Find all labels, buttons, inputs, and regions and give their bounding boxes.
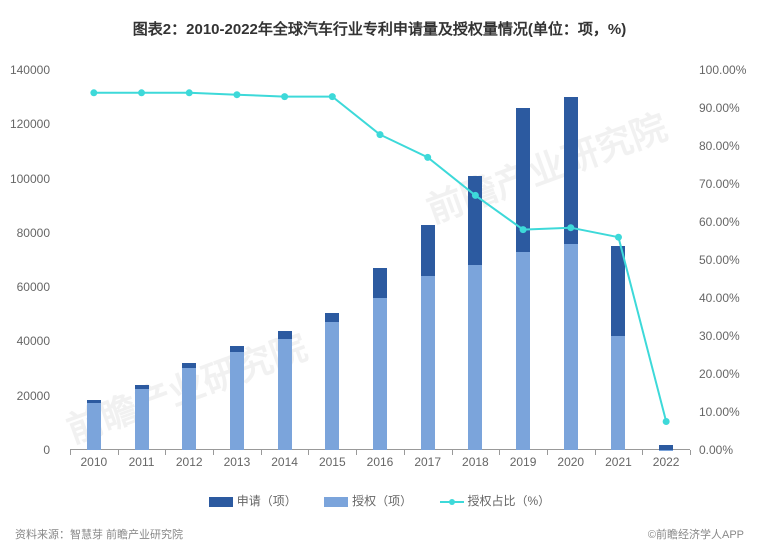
y-left-tick: 100000 — [10, 172, 50, 186]
legend-label-applications: 申请（项） — [237, 494, 297, 508]
y-left-tick: 80000 — [17, 226, 50, 240]
legend-label-grants: 授权（项） — [352, 494, 412, 508]
y-left-tick: 140000 — [10, 63, 50, 77]
y-right-tick: 90.00% — [699, 101, 740, 115]
x-axis-labels: 2010 2011 2012 2013 2014 2015 2016 2017 2018 2019… — [70, 455, 690, 475]
y-right-tick: 70.00% — [699, 177, 740, 191]
legend-swatch-grants — [324, 497, 348, 507]
line-point — [424, 154, 431, 161]
line-point — [233, 91, 240, 98]
line-point — [329, 93, 336, 100]
line-point — [615, 234, 622, 241]
x-axis-label: 2011 — [129, 455, 155, 469]
line-point — [186, 89, 193, 96]
x-axis-label: 2013 — [224, 455, 251, 469]
y-right-tick: 100.00% — [699, 63, 746, 77]
legend-item-ratio: 授权占比（%） — [440, 492, 551, 509]
line-point — [90, 89, 97, 96]
footer-copyright: ©前瞻经济学人APP — [648, 526, 744, 542]
y-left-tick: 0 — [43, 443, 50, 457]
legend-label-ratio: 授权占比（%） — [468, 494, 551, 508]
y-left-tick: 120000 — [10, 117, 50, 131]
x-axis-label: 2019 — [510, 455, 537, 469]
legend-swatch-applications — [209, 497, 233, 507]
y-left-tick: 60000 — [17, 280, 50, 294]
x-axis-label: 2016 — [367, 455, 394, 469]
y-right-tick: 60.00% — [699, 215, 740, 229]
y-right-tick: 80.00% — [699, 139, 740, 153]
x-axis-label: 2014 — [271, 455, 298, 469]
y-right-tick: 40.00% — [699, 291, 740, 305]
y-right-tick: 20.00% — [699, 367, 740, 381]
legend-item-grants: 授权（项） — [324, 492, 412, 509]
line-point — [281, 93, 288, 100]
x-axis-label: 2015 — [319, 455, 346, 469]
legend-item-applications: 申请（项） — [209, 492, 297, 509]
x-axis-label: 2012 — [176, 455, 203, 469]
footer-source: 资料来源：智慧芽 前瞻产业研究院 — [15, 529, 183, 541]
y-right-tick: 50.00% — [699, 253, 740, 267]
chart-plot-area — [70, 70, 690, 450]
y-axis-right: 0.00%10.00%20.00%30.00%40.00%50.00%60.00… — [694, 70, 759, 450]
y-left-tick: 20000 — [17, 389, 50, 403]
y-axis-left: 020000400006000080000100000120000140000 — [0, 70, 60, 450]
line-point — [377, 131, 384, 138]
line-series — [70, 70, 690, 450]
y-left-tick: 40000 — [17, 334, 50, 348]
line-point — [567, 224, 574, 231]
y-right-tick: 30.00% — [699, 329, 740, 343]
line-point — [663, 418, 670, 425]
y-right-tick: 10.00% — [699, 405, 740, 419]
legend-swatch-ratio — [440, 501, 464, 503]
legend: 申请（项） 授权（项） 授权占比（%） — [0, 492, 759, 509]
line-point — [472, 192, 479, 199]
x-axis-label: 2022 — [653, 455, 680, 469]
line-point — [520, 226, 527, 233]
chart-title: 图表2：2010-2022年全球汽车行业专利申请量及授权量情况(单位：项，%) — [0, 0, 759, 39]
line-point — [138, 89, 145, 96]
y-right-tick: 0.00% — [699, 443, 733, 457]
footer: 资料来源：智慧芽 前瞻产业研究院 ©前瞻经济学人APP — [15, 526, 744, 542]
x-axis-label: 2020 — [557, 455, 584, 469]
x-axis-label: 2010 — [80, 455, 107, 469]
x-axis-label: 2018 — [462, 455, 489, 469]
x-axis-label: 2021 — [605, 455, 632, 469]
x-axis-label: 2017 — [414, 455, 441, 469]
